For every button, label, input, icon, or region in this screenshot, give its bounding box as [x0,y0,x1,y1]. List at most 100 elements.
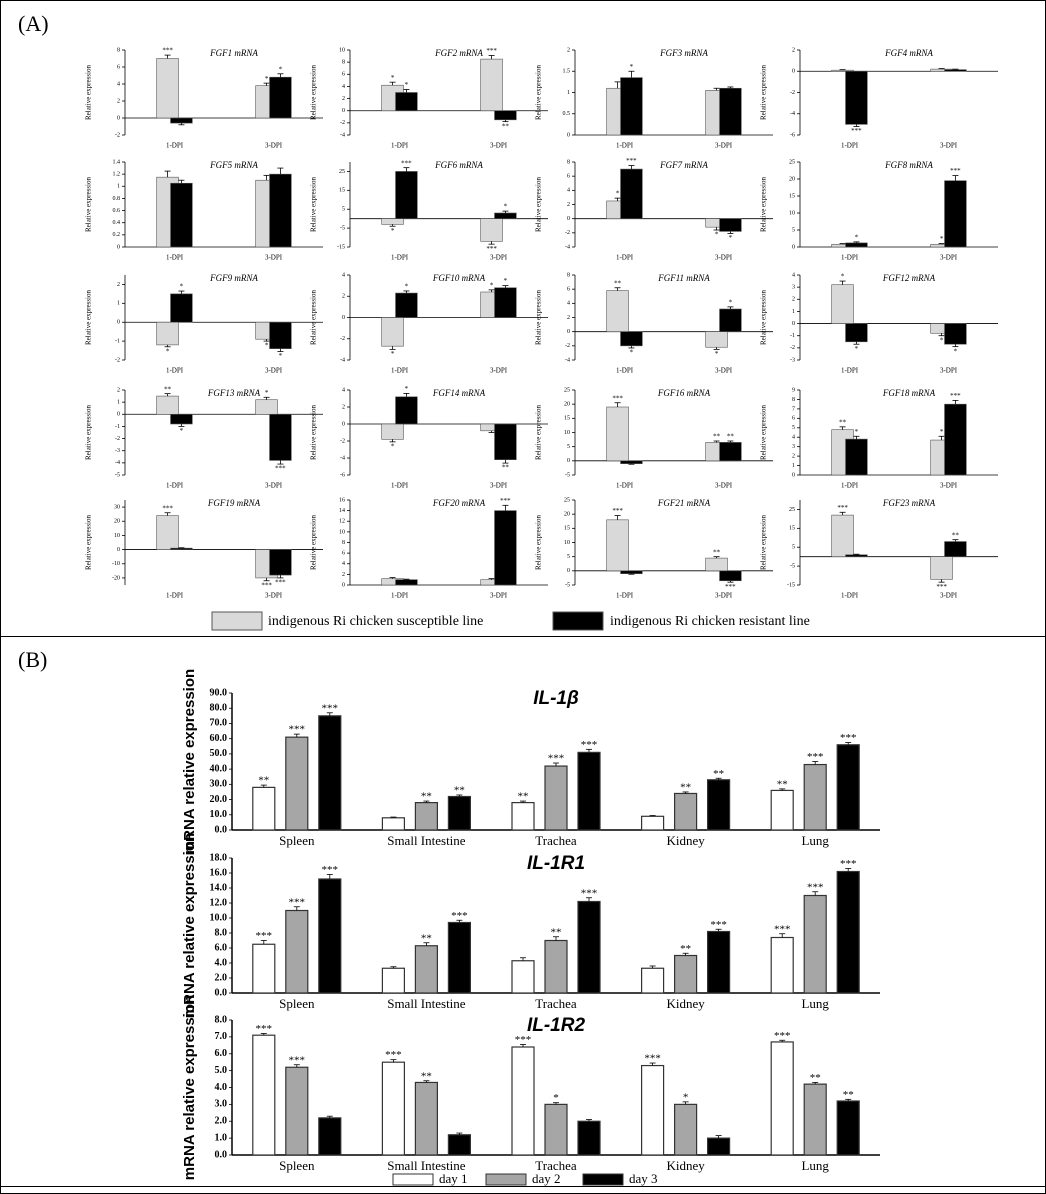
y-tick-label: 4 [567,188,570,194]
y-tick-label: 6 [792,416,795,422]
y-tick-label: -3 [790,357,795,363]
y-tick-label: 90.0 [210,687,228,698]
y-tick-label: 0 [342,421,345,427]
x-tick-label: 3-DPI [490,254,508,262]
x-tick-label: 1-DPI [166,367,184,375]
significance-label: ** [839,418,847,426]
y-tick-label: 5 [342,207,345,213]
y-tick-label: 60.0 [210,733,228,744]
bar [803,894,827,994]
significance-label: *** [322,702,339,714]
y-tick-label: 0 [117,547,120,553]
x-tick-label: 1-DPI [841,482,859,490]
y-tick-label: 3 [792,444,795,450]
chart-title: IL-1β [533,688,579,709]
bar [705,557,728,572]
chart-title: FGF21 mRNA [657,498,711,508]
y-tick-label: -5 [565,472,570,478]
y-axis-label: Relative expression [85,404,93,460]
x-tick-label: Trachea [535,833,577,848]
chart-title: FGF6 mRNA [434,160,483,170]
y-tick-label: 2 [792,47,795,53]
y-tick-label: 4 [342,561,345,567]
y-tick-label: 10 [564,540,570,546]
legend-label: day 2 [532,1171,561,1186]
y-tick-label: 15 [789,193,795,199]
y-axis-label: Relative expression [85,514,93,570]
chart-title: IL-1R1 [527,853,585,874]
y-tick-label: 0 [567,216,570,222]
significance-label: ** [614,279,622,287]
bar [252,943,276,994]
chart-title: FGF16 mRNA [657,388,711,398]
y-tick-label: 4 [117,81,120,87]
significance-label: * [855,234,859,242]
y-tick-label: 8 [117,47,120,53]
y-axis-label: Relative expression [310,514,318,570]
bar [494,212,517,219]
bar [414,801,438,831]
y-tick-label: 8 [342,60,345,66]
y-axis-label: Relative expression [85,176,93,232]
panel-label: (B) [18,647,47,672]
x-tick-label: 3-DPI [940,142,958,150]
y-tick-label: 5 [792,545,795,551]
bar [170,413,193,425]
y-tick-label: -2 [340,438,345,444]
y-tick-label: 0 [792,244,795,250]
bar [414,945,438,994]
bar [944,69,967,72]
y-tick-label: 1 [792,463,795,469]
x-tick-label: 1-DPI [841,592,859,600]
bar [381,817,405,831]
y-tick-label: 10 [339,47,345,53]
significance-label: ** [421,1070,432,1082]
y-tick-label: -15 [337,244,345,250]
y-tick-label: 8 [567,159,570,165]
significance-label: * [940,235,944,243]
chart-title: FGF18 mRNA [882,388,936,398]
bar [930,556,953,580]
y-tick-label: -10 [112,561,120,567]
bar [944,541,967,557]
significance-label: ** [421,791,432,803]
y-tick-label: -5 [340,225,345,231]
chart-title: FGF11 mRNA [657,273,710,283]
y-tick-label: 25 [789,507,795,513]
bar [845,323,868,343]
bar [706,779,731,831]
y-tick-label: 0 [567,458,570,464]
significance-label: *** [644,1053,661,1065]
y-tick-label: -4 [790,111,795,117]
y-tick-label: 80.0 [210,703,228,714]
significance-label: *** [710,919,727,931]
bar [318,715,342,831]
significance-label: * [855,428,859,436]
y-tick-label: 6 [342,551,345,557]
significance-label: *** [275,579,286,587]
y-tick-label: 6.0 [215,942,228,953]
y-tick-label: 0 [342,315,345,321]
bar [269,549,292,576]
bar [673,792,698,831]
x-tick-label: 1-DPI [391,482,409,490]
x-tick-label: 3-DPI [490,367,508,375]
y-tick-label: 0 [117,115,120,121]
y-tick-label: 1 [792,309,795,315]
y-tick-label: 12 [339,519,345,525]
y-tick-label: 5 [792,227,795,233]
y-axis-label: mRNA relative expression [181,995,198,1180]
bar [719,218,742,232]
bar [620,168,643,219]
bar [803,1083,827,1156]
bar [640,815,665,831]
bar [480,58,503,112]
significance-label: * [616,190,620,198]
bar [706,1137,731,1156]
significance-label: *** [289,724,306,736]
bar [252,786,276,831]
y-tick-label: 20 [114,519,120,525]
significance-label: ** [454,785,465,797]
significance-label: ** [258,775,269,787]
bar [606,406,629,462]
